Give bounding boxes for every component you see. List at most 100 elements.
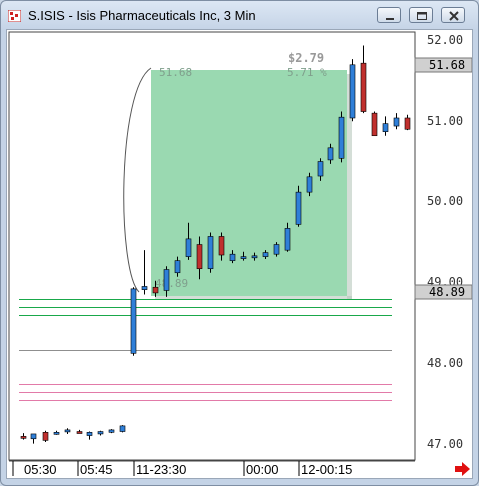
measure-tool[interactable]: 51.68 5.71 % 48.89 $2.79 — [123, 51, 352, 300]
minimize-button[interactable] — [377, 7, 401, 23]
measure-low-label: 48.89 — [155, 277, 188, 290]
candle — [317, 158, 324, 181]
candle — [306, 172, 313, 197]
candle-body-down — [360, 62, 367, 112]
candle — [393, 113, 400, 130]
candle — [53, 430, 60, 435]
candle-body-up — [108, 429, 115, 433]
candle — [141, 250, 148, 295]
candle — [152, 280, 159, 297]
price-label-47: 47.00 — [427, 437, 463, 451]
measure-box-shadow-bottom — [155, 296, 352, 300]
candle — [30, 433, 37, 444]
price-label-51: 51.00 — [427, 114, 463, 128]
candle — [174, 256, 181, 277]
candle-body-up — [97, 431, 104, 435]
candle-body-down — [152, 286, 159, 294]
minimize-icon — [386, 18, 394, 20]
candle-body-down — [218, 236, 225, 256]
candle-body-up — [327, 147, 334, 161]
candle — [185, 222, 192, 260]
candle — [196, 236, 203, 280]
title-bar[interactable]: S.ISIS - Isis Pharmaceuticals Inc, 3 Min — [1, 1, 478, 29]
candle-body-up — [338, 116, 345, 159]
maximize-icon — [417, 12, 427, 20]
candle-body-up — [119, 425, 126, 432]
candles — [20, 45, 411, 444]
close-icon — [449, 11, 459, 21]
measure-arc — [123, 67, 152, 293]
candle — [251, 252, 258, 261]
price-levels — [19, 299, 392, 401]
candle-body-up — [30, 433, 37, 440]
candle — [218, 232, 225, 261]
candle — [295, 185, 302, 227]
time-label-0545: 05:45 — [80, 462, 113, 477]
candle — [229, 250, 236, 264]
candle-body-up — [207, 236, 214, 270]
scroll-right-arrow-icon[interactable] — [455, 462, 470, 476]
candle — [76, 429, 83, 434]
candle-body-up — [262, 252, 269, 257]
maximize-button[interactable] — [409, 7, 433, 23]
candle — [404, 114, 411, 131]
candle — [86, 431, 93, 440]
last-price-tag: 51.68 — [414, 57, 472, 73]
candle — [130, 287, 137, 356]
candle — [20, 433, 27, 440]
candle-body-down — [371, 112, 378, 137]
candle-body-up — [349, 64, 356, 119]
price-label-52: 52.00 — [427, 33, 463, 47]
time-axis: 05:30 05:45 11-23:30 00:00 12-00:15 — [9, 460, 415, 477]
candle — [97, 430, 104, 436]
price-chart[interactable]: 51.68 5.71 % 48.89 $2.79 52.00 51.00 50.… — [7, 30, 472, 478]
price-label-48: 48.00 — [427, 356, 463, 370]
candle-body-up — [306, 176, 313, 193]
candle-body-down — [196, 244, 203, 270]
candle — [262, 250, 269, 260]
candle — [327, 143, 334, 164]
candle-body-up — [284, 228, 291, 251]
time-label-0530: 05:30 — [24, 462, 57, 477]
candle — [119, 425, 126, 433]
measure-box-shadow — [347, 74, 352, 300]
candle-body-down — [404, 117, 411, 130]
candle-body-up — [240, 256, 247, 259]
candle — [360, 45, 367, 114]
candle-body-up — [141, 286, 148, 290]
chart-area[interactable]: 51.68 5.71 % 48.89 $2.79 52.00 51.00 50.… — [6, 29, 473, 479]
measure-box[interactable] — [151, 70, 347, 296]
candle — [163, 266, 170, 297]
price-label-50: 50.00 — [427, 194, 463, 208]
candle-body-up — [86, 432, 93, 436]
candle — [338, 111, 345, 163]
candle-body-up — [229, 253, 236, 261]
time-label-0000: 00:00 — [246, 462, 279, 477]
candle-body-up — [163, 269, 170, 291]
low-price-text: 48.89 — [429, 285, 465, 299]
time-label-1200-15: 12-00:15 — [301, 462, 352, 477]
last-price-text: 51.68 — [429, 58, 465, 72]
low-price-tag: 48.89 — [414, 284, 472, 300]
candle-body-up — [64, 429, 71, 433]
candle — [349, 59, 356, 122]
measure-pct-label: 5.71 % — [287, 66, 327, 79]
close-button[interactable] — [441, 7, 465, 23]
candle-body-up — [295, 191, 302, 225]
candle-body-up — [185, 238, 192, 257]
candle-body-up — [273, 244, 280, 255]
candle-body-up — [393, 117, 400, 127]
measure-high-label: 51.68 — [159, 66, 192, 79]
candle — [382, 116, 389, 136]
candle-body-down — [76, 431, 83, 434]
candle-body-down — [20, 436, 27, 439]
candle — [64, 428, 71, 434]
candle-body-up — [53, 432, 60, 435]
candle-body-up — [317, 161, 324, 177]
candle — [240, 251, 247, 261]
candle-body-up — [382, 123, 389, 132]
candle-body-up — [130, 288, 137, 354]
candle-body-down — [42, 432, 49, 441]
app-icon — [8, 10, 21, 22]
